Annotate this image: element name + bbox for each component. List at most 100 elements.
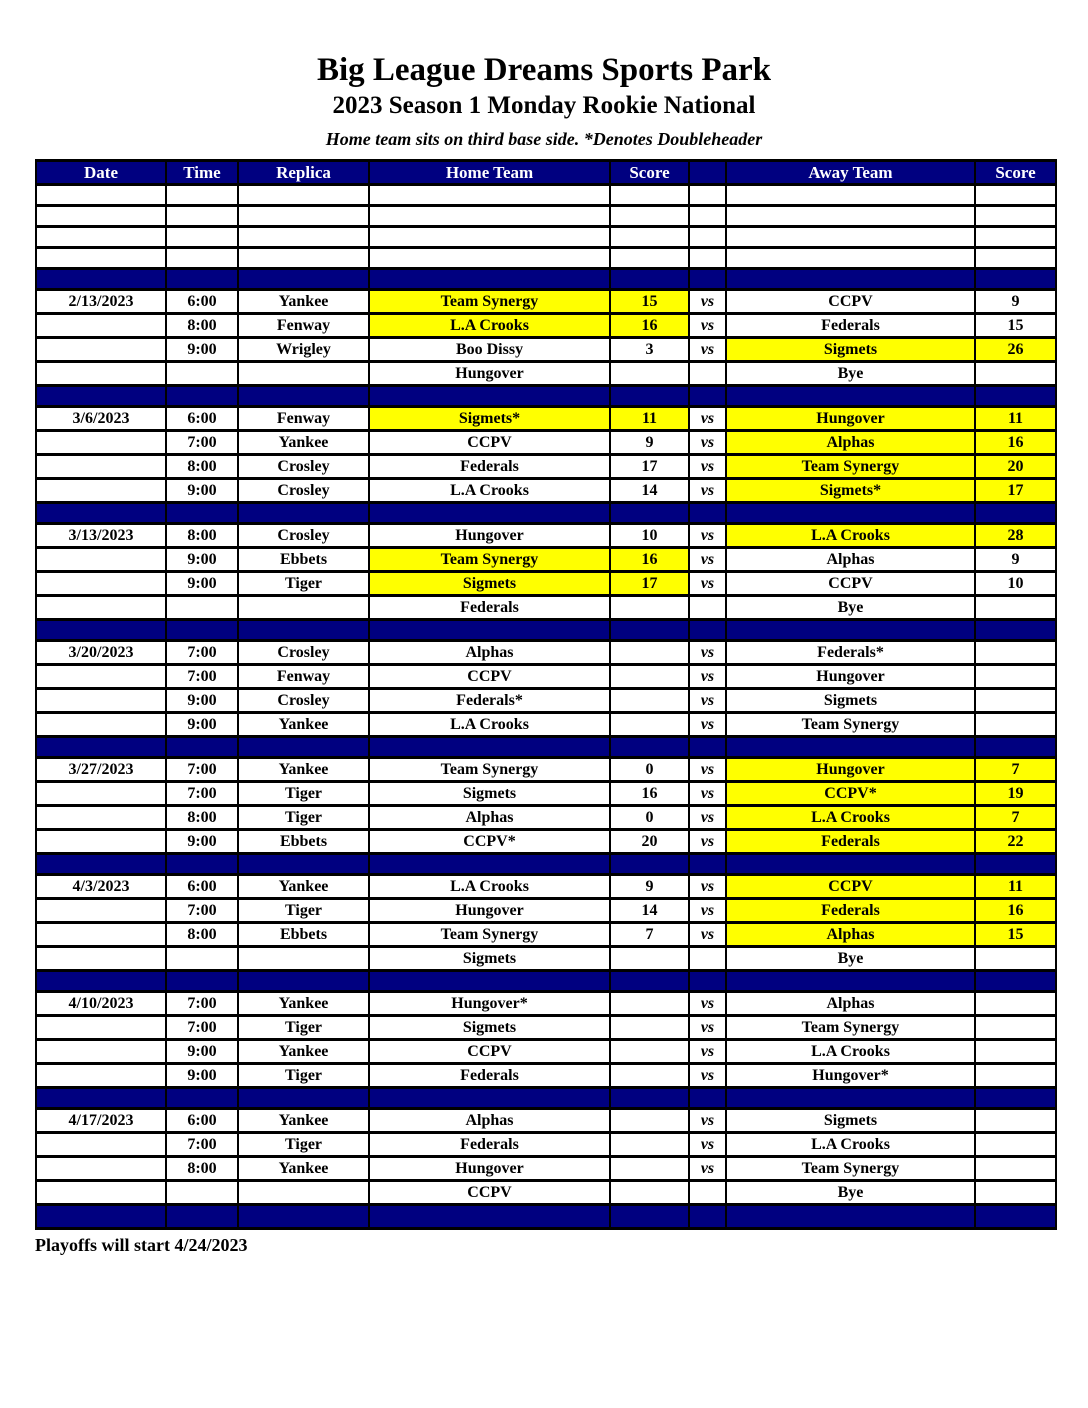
replica-cell: Tiger	[237, 897, 370, 924]
away-score-cell: 28	[974, 522, 1057, 549]
game-row: 9:00 Tiger Sigmets 17 vs CCPV 10	[35, 570, 1057, 597]
game-row: 7:00 Yankee CCPV 9 vs Alphas 16	[35, 429, 1057, 456]
separator-cell	[609, 618, 690, 642]
away-score-cell	[974, 687, 1057, 714]
game-row: 8:00 Fenway L.A Crooks 16 vs Federals 15	[35, 312, 1057, 339]
home-team-cell	[368, 204, 611, 228]
date-cell	[35, 780, 167, 807]
home-team-cell: Sigmets	[368, 1014, 611, 1041]
away-score-cell: 16	[974, 429, 1057, 456]
doubleheader-note: Home team sits on third base side. *Deno…	[325, 129, 763, 149]
away-score-cell: 19	[974, 780, 1057, 807]
game-row: 3/6/2023 6:00 Fenway Sigmets* 11 vs Hungover 11	[35, 405, 1057, 432]
replica-cell: Yankee	[237, 711, 370, 738]
separator-cell	[35, 384, 167, 408]
date-cell	[35, 453, 167, 480]
game-row: Hungover Bye	[35, 360, 1057, 387]
separator-row	[35, 501, 1057, 525]
home-score-cell: 16	[609, 546, 690, 573]
separator-cell	[237, 267, 370, 291]
replica-cell: Crosley	[237, 687, 370, 714]
away-team-cell	[725, 183, 976, 207]
away-score-cell	[974, 1155, 1057, 1182]
date-cell: 3/6/2023	[35, 405, 167, 432]
home-team-cell: Hungover	[368, 522, 611, 549]
separator-row	[35, 1203, 1057, 1230]
home-score-cell: 9	[609, 873, 690, 900]
separator-cell	[237, 501, 370, 525]
header-row: Date Time Replica Home Team Score Away Team Sc…	[35, 159, 1057, 186]
date-cell	[35, 312, 167, 339]
separator-cell	[974, 1203, 1057, 1230]
replica-cell	[237, 246, 370, 270]
replica-cell: Ebbets	[237, 546, 370, 573]
away-team-cell: Sigmets	[725, 687, 976, 714]
replica-cell: Crosley	[237, 453, 370, 480]
replica-cell: Ebbets	[237, 828, 370, 855]
time-cell: 9:00	[165, 1062, 239, 1089]
separator-cell	[35, 735, 167, 759]
time-cell: 7:00	[165, 663, 239, 690]
time-cell: 9:00	[165, 711, 239, 738]
separator-cell	[368, 384, 611, 408]
away-team-cell: Bye	[725, 360, 976, 387]
replica-cell: Fenway	[237, 663, 370, 690]
away-score-cell: 11	[974, 873, 1057, 900]
separator-cell	[609, 384, 690, 408]
date-cell	[35, 921, 167, 948]
date-cell	[35, 546, 167, 573]
separator-cell	[609, 735, 690, 759]
time-cell: 8:00	[165, 1155, 239, 1182]
home-team-cell: L.A Crooks	[368, 711, 611, 738]
home-score-cell: 11	[609, 405, 690, 432]
away-team-cell: Bye	[725, 594, 976, 621]
away-team-cell: CCPV	[725, 570, 976, 597]
separator-cell	[368, 618, 611, 642]
home-team-cell: Alphas	[368, 804, 611, 831]
away-score-cell	[974, 1107, 1057, 1134]
separator-cell	[35, 1203, 167, 1230]
date-cell	[35, 1014, 167, 1041]
replica-cell: Wrigley	[237, 336, 370, 363]
away-score-cell	[974, 1062, 1057, 1089]
time-cell: 7:00	[165, 429, 239, 456]
separator-cell	[368, 1086, 611, 1110]
home-score-cell	[609, 945, 690, 972]
away-team-cell: Sigmets*	[725, 477, 976, 504]
separator-cell	[237, 618, 370, 642]
home-team-cell: Sigmets	[368, 945, 611, 972]
vs-cell: vs	[688, 921, 727, 948]
away-score-cell: 10	[974, 570, 1057, 597]
away-team-cell: Federals	[725, 312, 976, 339]
separator-cell	[237, 1203, 370, 1230]
replica-cell	[237, 360, 370, 387]
away-team-cell: CCPV	[725, 873, 976, 900]
date-cell	[35, 687, 167, 714]
game-row: 7:00 Tiger Hungover 14 vs Federals 16	[35, 897, 1057, 924]
replica-cell: Tiger	[237, 570, 370, 597]
replica-cell: Yankee	[237, 1038, 370, 1065]
away-team-cell: Federals	[725, 897, 976, 924]
table-body: 2/13/2023 6:00 Yankee Team Synergy 15 vs CCPV 9…	[35, 183, 1057, 1230]
separator-cell	[725, 1086, 976, 1110]
home-score-cell	[609, 1038, 690, 1065]
home-score-cell	[609, 687, 690, 714]
time-cell: 9:00	[165, 1038, 239, 1065]
away-score-cell	[974, 711, 1057, 738]
vs-cell	[688, 204, 727, 228]
column-header-time: Time	[165, 159, 239, 186]
date-cell	[35, 1062, 167, 1089]
separator-cell	[368, 969, 611, 993]
home-score-cell	[609, 639, 690, 666]
home-score-cell	[609, 663, 690, 690]
home-team-cell: Hungover	[368, 1155, 611, 1182]
time-cell: 8:00	[165, 804, 239, 831]
vs-cell: vs	[688, 873, 727, 900]
date-cell	[35, 594, 167, 621]
date-cell	[35, 429, 167, 456]
game-row: 7:00 Tiger Federals vs L.A Crooks	[35, 1131, 1057, 1158]
column-header-vs	[688, 159, 727, 186]
separator-cell	[974, 501, 1057, 525]
time-cell: 6:00	[165, 1107, 239, 1134]
away-team-cell: Team Synergy	[725, 711, 976, 738]
